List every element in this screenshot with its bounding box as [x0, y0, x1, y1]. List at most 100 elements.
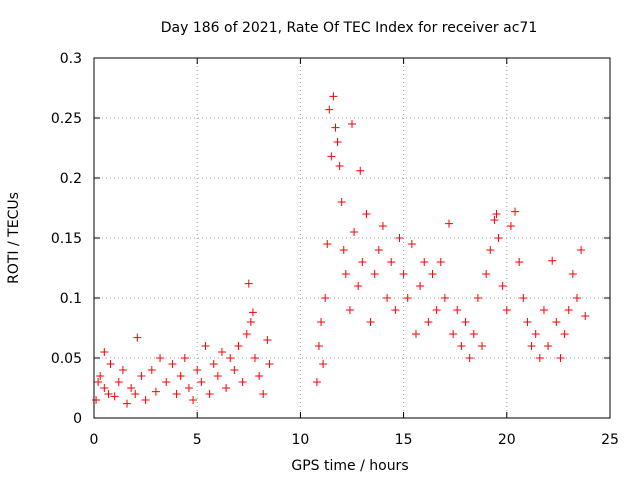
- x-tick-labels: 0 5 10 15 20 25: [90, 432, 619, 448]
- data-point: [420, 258, 429, 266]
- data-point: [552, 318, 561, 326]
- y-tick-labels: 0 0.05 0.1 0.15 0.2 0.25 0.3: [51, 51, 82, 427]
- y-tick-label: 0.2: [60, 171, 82, 187]
- data-point: [378, 222, 387, 230]
- data-point: [205, 390, 214, 398]
- data-point: [572, 294, 581, 302]
- y-tick-label: 0.15: [51, 231, 82, 247]
- data-point: [141, 396, 150, 404]
- data-point: [172, 390, 181, 398]
- data-point: [461, 318, 470, 326]
- data-point: [424, 318, 433, 326]
- data-point: [197, 378, 206, 386]
- data-point: [180, 354, 189, 362]
- data-point: [350, 228, 359, 236]
- x-tick-label: 0: [90, 432, 99, 448]
- x-tick-label: 20: [498, 432, 516, 448]
- data-point: [230, 366, 239, 374]
- data-point: [184, 384, 193, 392]
- data-point: [449, 330, 458, 338]
- data-point: [548, 256, 557, 265]
- data-point: [335, 162, 344, 170]
- x-tick-label: 15: [395, 432, 413, 448]
- data-point: [339, 246, 348, 254]
- data-point: [383, 294, 392, 302]
- data-point: [354, 282, 363, 290]
- data-point: [362, 210, 371, 218]
- data-point: [127, 384, 136, 392]
- data-point: [535, 354, 544, 362]
- data-point: [226, 354, 235, 362]
- x-tick-label: 25: [601, 432, 619, 448]
- y-tick-label: 0.05: [51, 351, 82, 367]
- data-point: [564, 306, 573, 314]
- grid: [94, 58, 610, 418]
- data-point: [123, 399, 132, 408]
- data-point: [345, 306, 354, 314]
- data-point: [445, 219, 454, 228]
- data-point: [544, 342, 553, 350]
- y-tick-label: 0.1: [60, 291, 82, 307]
- data-point: [341, 270, 350, 278]
- data-point: [250, 354, 259, 362]
- y-tick-label: 0.3: [60, 51, 82, 67]
- data-point: [234, 342, 243, 350]
- data-point: [492, 210, 501, 218]
- data-point: [366, 318, 375, 326]
- y-tick-label: 0: [73, 411, 82, 427]
- data-point: [209, 360, 218, 368]
- y-axis-title: ROTI / TECUs: [6, 192, 22, 284]
- data-point: [118, 366, 127, 374]
- data-point: [265, 360, 274, 368]
- data-point: [147, 366, 156, 374]
- data-point: [436, 258, 445, 266]
- data-point: [156, 354, 165, 362]
- data-point: [189, 396, 198, 404]
- data-point: [201, 342, 210, 350]
- data-point: [92, 396, 101, 404]
- data-point: [96, 372, 105, 380]
- data-point: [490, 216, 499, 224]
- data-point: [106, 360, 115, 368]
- data-point: [374, 246, 383, 254]
- data-point: [263, 336, 272, 344]
- data-point: [131, 390, 140, 398]
- data-point: [457, 342, 466, 350]
- data-point: [498, 282, 507, 290]
- data-point: [502, 306, 511, 314]
- data-point: [395, 234, 404, 242]
- data-point: [356, 166, 365, 175]
- data-point: [581, 312, 590, 320]
- data-point: [193, 366, 202, 374]
- data-point: [238, 378, 247, 386]
- data-point: [407, 240, 416, 248]
- data-point: [114, 378, 123, 386]
- data-point: [358, 258, 367, 266]
- data-point: [213, 372, 222, 380]
- data-point: [327, 152, 336, 161]
- data-point: [321, 294, 330, 302]
- data-point: [428, 270, 437, 278]
- data-point: [314, 342, 323, 350]
- data-point: [486, 246, 495, 254]
- data-point: [527, 342, 536, 350]
- data-point: [469, 330, 478, 338]
- data-point: [515, 258, 524, 266]
- data-point: [473, 294, 482, 302]
- data-point: [506, 222, 515, 230]
- data-point: [259, 390, 268, 398]
- data-point: [333, 138, 342, 146]
- data-point: [411, 330, 420, 338]
- data-point: [162, 378, 171, 386]
- x-tick-label: 10: [291, 432, 309, 448]
- data-point: [176, 372, 185, 380]
- data-point: [133, 333, 142, 342]
- data-point: [217, 348, 226, 356]
- data-point: [100, 384, 109, 392]
- data-point: [560, 330, 569, 338]
- data-point: [242, 330, 251, 338]
- data-point: [337, 198, 346, 206]
- data-point: [387, 258, 396, 266]
- data-point: [453, 306, 462, 314]
